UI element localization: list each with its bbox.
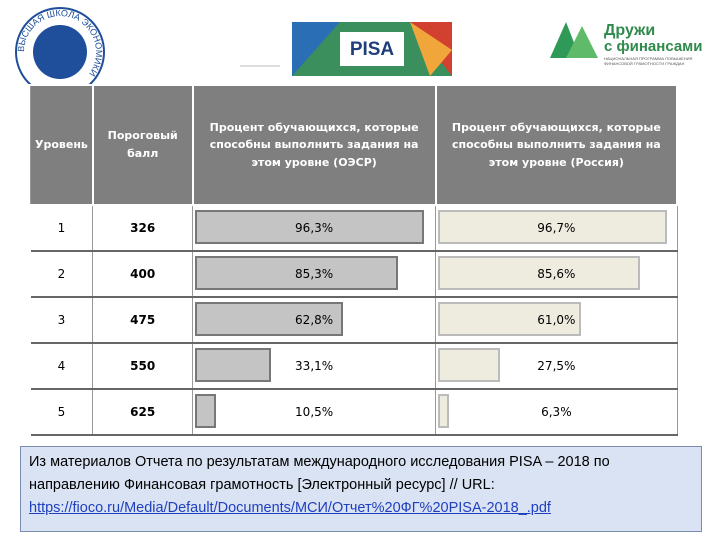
hse-core	[33, 25, 87, 79]
partner-line1: Дружи	[604, 22, 655, 39]
level-cell: 1	[30, 205, 94, 252]
russia-bar	[438, 210, 667, 244]
russia-cell: 6,3%	[435, 389, 678, 436]
oecd-label: 10,5%	[295, 405, 334, 419]
threshold-cell: 550	[92, 343, 193, 390]
oecd-cell: 96,3%	[192, 205, 437, 252]
table-row: 3 475 62,8% 61,0%	[30, 297, 678, 344]
oecd-bar	[195, 302, 344, 336]
oecd-cell: 33,1%	[192, 343, 437, 390]
threshold-cell: 475	[92, 297, 193, 344]
russia-label: 85,6%	[537, 267, 576, 281]
partner-tagline: НАЦИОНАЛЬНАЯ ПРОГРАММА ПОВЫШЕНИЯ	[604, 56, 692, 61]
russia-label: 27,5%	[537, 359, 576, 373]
column-header: Уровень	[29, 84, 94, 206]
table-row: 2 400 85,3% 85,6%	[30, 251, 678, 298]
russia-bar	[438, 302, 581, 336]
oecd-bar	[195, 394, 217, 428]
column-header: Процент обучающихся, которые способны вы…	[435, 84, 679, 206]
oecd-cell: 85,3%	[192, 251, 437, 298]
column-header: Пороговый балл	[92, 84, 194, 206]
partner-tagline: ФИНАНСОВОЙ ГРАМОТНОСТИ ГРАЖДАН	[604, 61, 685, 66]
table-row: 1 326 96,3% 96,7%	[30, 205, 678, 252]
pisa-text: PISA	[350, 39, 395, 60]
russia-bar	[438, 256, 640, 290]
threshold-cell: 326	[92, 205, 193, 252]
logos: ВЫСШАЯ ШКОЛА ЭКОНОМИКИ PISA Дружи с фина…	[15, 7, 703, 84]
level-cell: 5	[30, 389, 94, 436]
oecd-bar	[195, 256, 398, 290]
russia-bar	[438, 348, 501, 382]
level-cell: 2	[30, 251, 94, 298]
oecd-label: 96,3%	[295, 221, 334, 235]
caption-text: Из материалов Отчета по результатам межд…	[29, 454, 610, 493]
threshold-cell: 400	[92, 251, 193, 298]
table-row: 4 550 33,1% 27,5%	[30, 343, 678, 390]
level-cell: 4	[30, 343, 94, 390]
russia-bar	[438, 394, 450, 428]
caption: Из материалов Отчета по результатам межд…	[20, 446, 702, 532]
oecd-bar	[195, 348, 272, 382]
oecd-label: 62,8%	[295, 313, 334, 327]
pisa-box	[340, 32, 404, 66]
russia-label: 61,0%	[537, 313, 576, 327]
oecd-bar	[195, 210, 425, 244]
partner-line2: с финансами	[604, 38, 703, 55]
oecd-label: 33,1%	[295, 359, 334, 373]
source-link[interactable]: https://fioco.ru/Media/Default/Documents…	[29, 500, 551, 516]
oecd-cell: 10,5%	[192, 389, 437, 436]
oecd-label: 85,3%	[295, 267, 334, 281]
russia-label: 96,7%	[537, 221, 576, 235]
russia-label: 6,3%	[541, 405, 572, 419]
oecd-cell: 62,8%	[192, 297, 437, 344]
results-table: Уровень Пороговый балл Процент обучающихся…	[29, 84, 679, 436]
russia-cell: 96,7%	[435, 205, 678, 252]
russia-cell: 61,0%	[435, 297, 678, 344]
table-row: 5 625 10,5% 6,3%	[30, 389, 678, 436]
russia-cell: 85,6%	[435, 251, 678, 298]
russia-cell: 27,5%	[435, 343, 678, 390]
column-header: Процент обучающихся, которые способны вы…	[191, 84, 437, 206]
threshold-cell: 625	[92, 389, 193, 436]
level-cell: 3	[30, 297, 94, 344]
